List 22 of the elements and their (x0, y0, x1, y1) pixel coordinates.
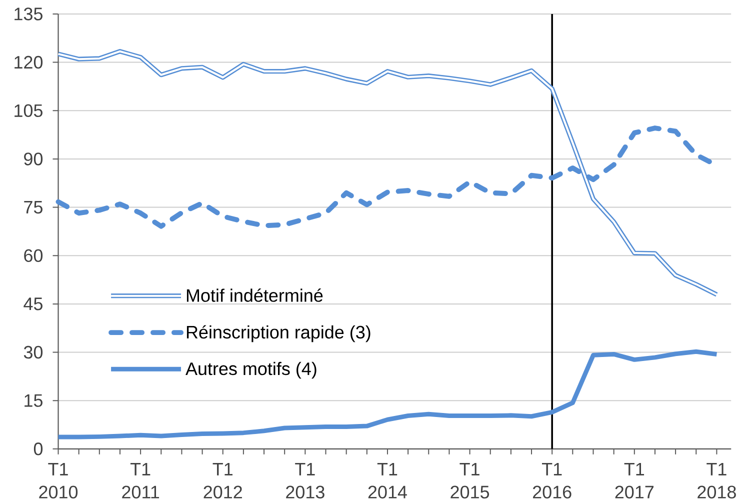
y-tick-label: 60 (24, 249, 43, 262)
y-tick-label: 45 (24, 298, 42, 310)
y-tick-label: 30 (24, 346, 43, 359)
x-tick-label: T1 2018 (698, 463, 736, 499)
y-tick-label: 75 (24, 201, 42, 214)
x-tick-label: T1 2012 (204, 463, 242, 499)
x-tick-label: T1 2011 (122, 463, 160, 499)
y-tick-label: 135 (14, 8, 42, 20)
y-tick-label: 0 (34, 442, 43, 456)
legend-label: Réinscription rapide (3) (186, 325, 370, 342)
x-tick-label: T1 2010 (39, 463, 78, 499)
y-tick-label: 120 (14, 56, 43, 69)
x-tick-label: T1 2013 (286, 463, 324, 499)
y-tick-label: 90 (24, 152, 43, 166)
y-tick-label: 105 (14, 104, 42, 118)
x-tick-label: T1 2014 (368, 463, 407, 499)
legend-label: Autres motifs (4) (186, 362, 316, 379)
x-tick-label: T1 2015 (450, 463, 490, 499)
y-tick-label: 15 (24, 394, 42, 407)
x-tick-label: T1 2016 (532, 463, 572, 499)
x-tick-label: T1 2017 (615, 463, 654, 499)
legend-label: Motif indéterminé (186, 288, 323, 302)
